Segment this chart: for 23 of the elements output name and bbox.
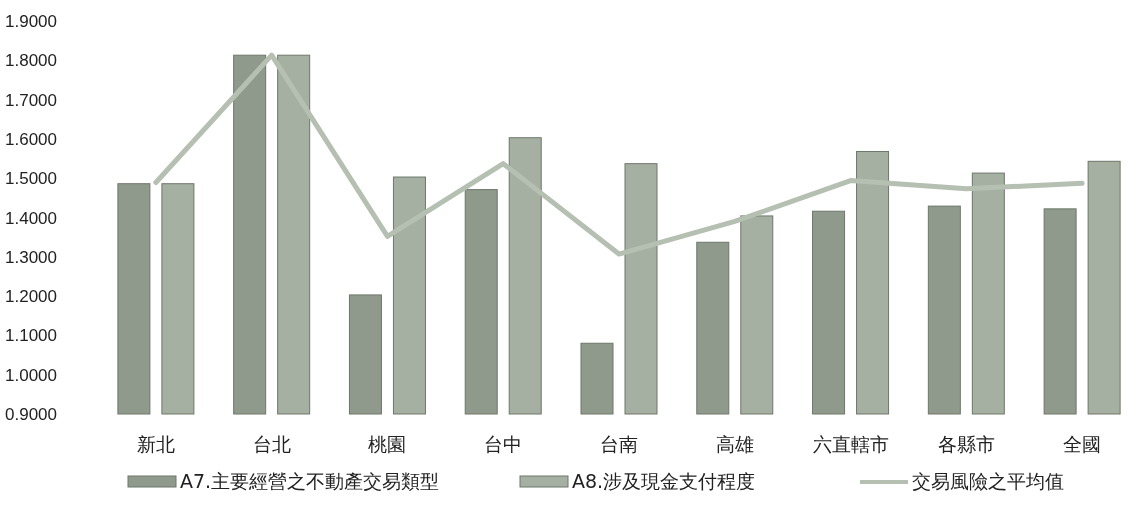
y-tick-label: 1.3000	[5, 247, 57, 267]
y-tick-label: 1.8000	[5, 51, 57, 71]
y-tick-label: 1.9000	[5, 12, 57, 31]
x-tick-label: 台北	[252, 433, 291, 455]
x-tick-label: 各縣市	[937, 433, 995, 455]
x-tick-label: 台中	[484, 433, 523, 455]
legend-label: 交易風險之平均值	[912, 470, 1064, 492]
y-tick-label: 1.5000	[5, 169, 57, 189]
x-tick-label: 六直轄市	[812, 433, 889, 455]
x-tick-label: 全國	[1063, 433, 1102, 455]
x-tick-label: 高雄	[715, 433, 754, 455]
y-tick-label: 1.7000	[5, 90, 57, 110]
x-tick-label: 桃園	[368, 433, 407, 455]
legend-label: A7.主要經營之不動產交易類型	[180, 470, 440, 492]
y-tick-label: 1.0000	[5, 365, 57, 385]
x-tick-label: 新北	[136, 433, 175, 455]
y-tick-label: 0.9000	[5, 405, 57, 424]
x-tick-label: 台南	[600, 433, 638, 455]
y-tick-label: 1.4000	[5, 208, 57, 228]
y-tick-label: 1.6000	[5, 129, 57, 149]
y-tick-label: 1.2000	[5, 287, 57, 307]
y-tick-label: 1.1000	[5, 326, 57, 346]
legend-label: A8.涉及現金支付程度	[572, 470, 756, 492]
